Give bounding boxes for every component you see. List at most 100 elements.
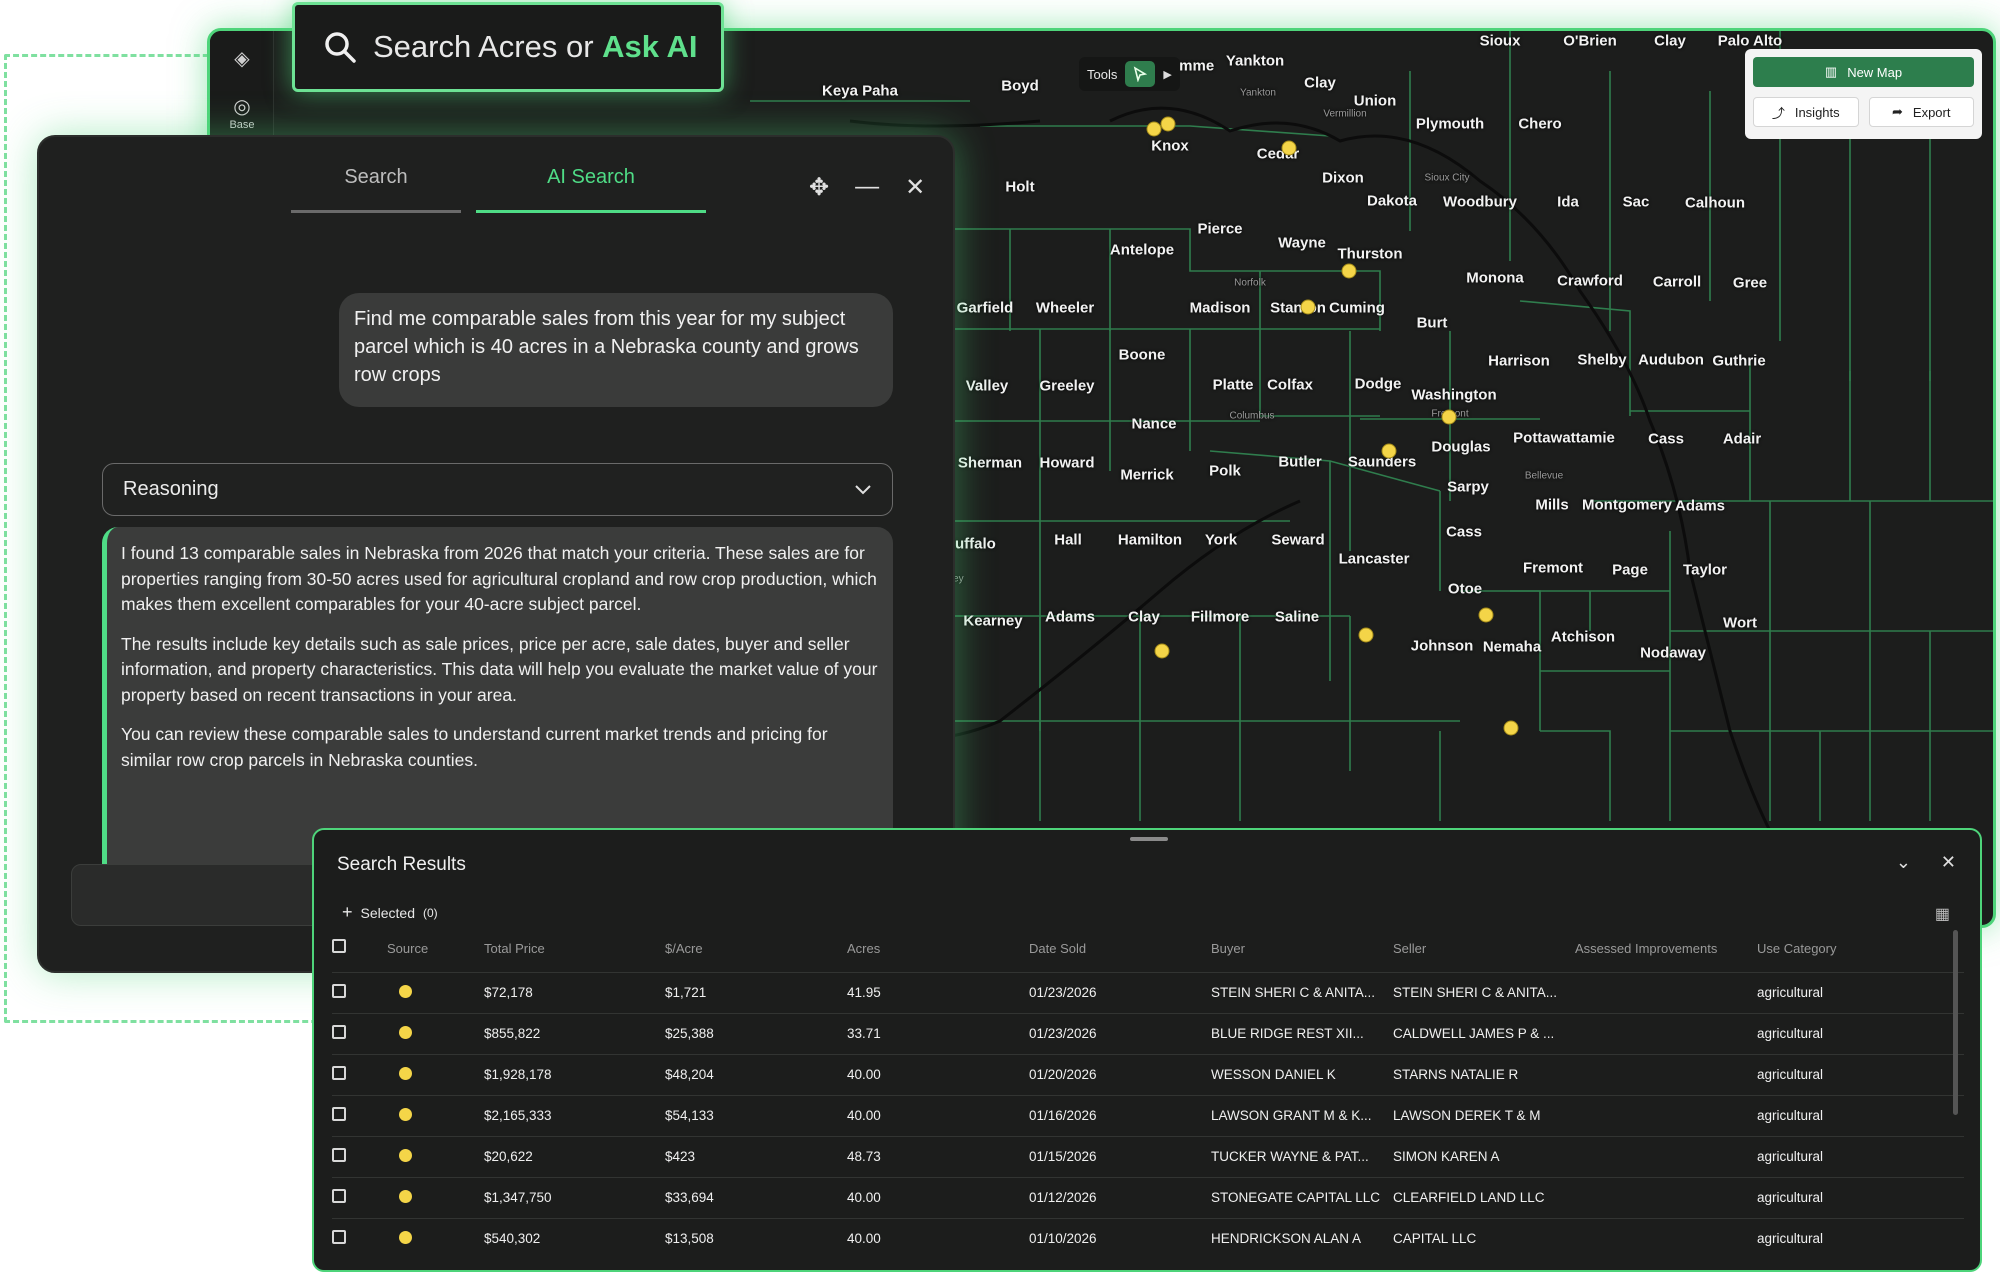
table-row[interactable]: $855,822 $25,388 33.71 01/23/2026 BLUE RIDGE…: [332, 1012, 1964, 1054]
county-label: Union: [1353, 92, 1397, 110]
drag-handle[interactable]: [1130, 837, 1168, 841]
tools-expand-icon[interactable]: ▶: [1163, 68, 1172, 81]
county-label: Holt: [1005, 178, 1035, 196]
col-use-category[interactable]: Use Category: [1757, 940, 1837, 956]
county-label: Pottawattamie: [1513, 429, 1615, 447]
table-row[interactable]: $2,165,333 $54,133 40.00 01/16/2026 LAWSON G…: [332, 1094, 1964, 1136]
table-row[interactable]: $1,928,178 $48,204 40.00 01/20/2026 WESSON D…: [332, 1053, 1964, 1095]
cell-assessed-improvements: [1575, 971, 1757, 1013]
export-button[interactable]: ➦ Export: [1868, 97, 1974, 127]
sale-marker[interactable]: [1300, 299, 1316, 315]
table-row[interactable]: $20,622 $423 48.73 01/15/2026 TUCKER WAYNE &…: [332, 1135, 1964, 1177]
source-dot-icon: [399, 1107, 412, 1121]
cursor-select-icon[interactable]: [1125, 61, 1156, 87]
selected-label: Selected: [360, 904, 415, 921]
col-source[interactable]: Source: [387, 940, 429, 956]
sale-marker[interactable]: [1503, 720, 1519, 736]
county-label: Mills: [1535, 496, 1569, 514]
place-label: Vermillion: [1323, 108, 1367, 120]
col-acres[interactable]: Acres: [847, 940, 881, 956]
insights-icon: ⤴: [1771, 105, 1785, 121]
county-label: Kearney: [963, 612, 1023, 630]
col-date-sold[interactable]: Date Sold: [1029, 940, 1087, 956]
row-checkbox[interactable]: [332, 1148, 346, 1162]
col-price-per-acre[interactable]: $/Acre: [665, 940, 703, 956]
search-icon: [325, 32, 356, 63]
minimize-icon[interactable]: —: [855, 173, 880, 200]
row-checkbox[interactable]: [332, 984, 346, 998]
sale-marker[interactable]: [1281, 140, 1297, 156]
county-label: Keya Paha: [822, 82, 898, 100]
county-label: Polk: [1209, 462, 1241, 480]
globe-icon[interactable]: ◎: [233, 96, 251, 118]
county-label: York: [1204, 531, 1238, 549]
selected-toggle[interactable]: + Selected (0): [342, 902, 438, 923]
sale-marker[interactable]: [1154, 643, 1170, 659]
table-row[interactable]: $1,347,750 $33,694 40.00 01/12/2026 STONEGAT…: [332, 1176, 1964, 1218]
insights-button[interactable]: ⤴ Insights: [1753, 97, 1859, 127]
county-label: Madison: [1189, 299, 1251, 317]
cell-use-category: agricultural: [1757, 1012, 1964, 1054]
table-settings-icon[interactable]: ▦: [1934, 906, 1950, 923]
tab-ai-search[interactable]: AI Search: [476, 165, 706, 213]
sale-marker[interactable]: [1381, 443, 1397, 459]
new-map-button[interactable]: ▥ New Map: [1753, 57, 1974, 87]
plus-icon: +: [342, 902, 353, 922]
sale-marker[interactable]: [1478, 607, 1494, 623]
county-label: Thurston: [1337, 245, 1403, 263]
table-row[interactable]: $540,302 $13,508 40.00 01/10/2026 HENDRICKSO…: [332, 1217, 1964, 1259]
table-scrollbar[interactable]: [1953, 930, 1958, 1115]
cell-buyer: TUCKER WAYNE & PAT...: [1211, 1135, 1393, 1177]
close-icon[interactable]: ✕: [1940, 852, 1956, 872]
county-label: Hamilton: [1117, 531, 1183, 549]
col-seller[interactable]: Seller: [1393, 940, 1427, 956]
chevron-down-icon[interactable]: ⌄: [1895, 852, 1911, 872]
tab-search[interactable]: Search: [291, 165, 461, 213]
county-label: Sherman: [957, 454, 1023, 472]
answer-paragraph: The results include key details such as …: [121, 633, 878, 705]
source-dot-icon: [399, 1189, 412, 1203]
search-placeholder: Search Acres or Ask AI: [373, 29, 698, 65]
sale-marker[interactable]: [1160, 116, 1176, 132]
sale-marker[interactable]: [1441, 409, 1457, 425]
county-label: Page: [1612, 561, 1648, 579]
sale-marker[interactable]: [1146, 121, 1162, 137]
row-checkbox[interactable]: [332, 1025, 346, 1039]
cell-acres: 41.95: [847, 971, 1029, 1013]
cell-total-price: $1,347,750: [484, 1176, 665, 1218]
cell-date-sold: 01/12/2026: [1029, 1176, 1211, 1218]
cell-source: [387, 1217, 484, 1259]
row-checkbox[interactable]: [332, 1066, 346, 1080]
county-label: Montgomery: [1582, 496, 1672, 514]
cell-source: [387, 1094, 484, 1136]
col-total-price[interactable]: Total Price: [484, 940, 545, 956]
move-icon[interactable]: ✥: [809, 174, 830, 201]
row-checkbox[interactable]: [332, 1107, 346, 1121]
col-buyer[interactable]: Buyer: [1211, 940, 1245, 956]
county-label: Carroll: [1652, 273, 1702, 291]
col-assessed-improvements[interactable]: Assessed Improvements: [1575, 940, 1718, 956]
search-bar[interactable]: Search Acres or Ask AI: [292, 2, 724, 92]
place-label: Bellevue: [1524, 470, 1564, 482]
close-icon[interactable]: ✕: [905, 174, 926, 201]
cell-date-sold: 01/10/2026: [1029, 1217, 1211, 1259]
county-label: Hall: [1054, 531, 1082, 549]
row-checkbox[interactable]: [332, 1189, 346, 1203]
county-label: Guthrie: [1712, 352, 1766, 370]
county-label: Boone: [1118, 346, 1166, 364]
table-row[interactable]: $72,178 $1,721 41.95 01/23/2026 STEIN SHERI …: [332, 971, 1964, 1013]
cell-total-price: $540,302: [484, 1217, 665, 1259]
row-checkbox[interactable]: [332, 1230, 346, 1245]
export-label: Export: [1912, 104, 1951, 120]
base-layer-label: Base: [229, 119, 255, 131]
sale-marker[interactable]: [1358, 627, 1374, 643]
select-all-checkbox[interactable]: [332, 939, 346, 954]
county-label: Nance: [1131, 415, 1177, 433]
county-label: Harrison: [1488, 352, 1550, 370]
sale-marker[interactable]: [1341, 263, 1357, 279]
county-label: Gree: [1732, 274, 1768, 292]
cell-price-per-acre: $54,133: [665, 1094, 847, 1136]
reasoning-toggle[interactable]: Reasoning: [102, 463, 893, 516]
layers-icon[interactable]: ◈: [234, 48, 250, 70]
new-map-label: New Map: [1847, 64, 1903, 80]
